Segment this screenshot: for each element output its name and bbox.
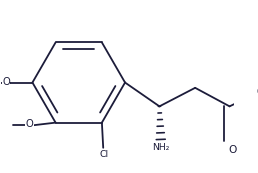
Text: O: O xyxy=(2,77,10,87)
Text: NH₂: NH₂ xyxy=(152,143,170,152)
Text: O: O xyxy=(25,120,33,129)
Text: O: O xyxy=(229,145,237,156)
Text: O: O xyxy=(256,87,258,97)
Text: Cl: Cl xyxy=(99,150,108,159)
